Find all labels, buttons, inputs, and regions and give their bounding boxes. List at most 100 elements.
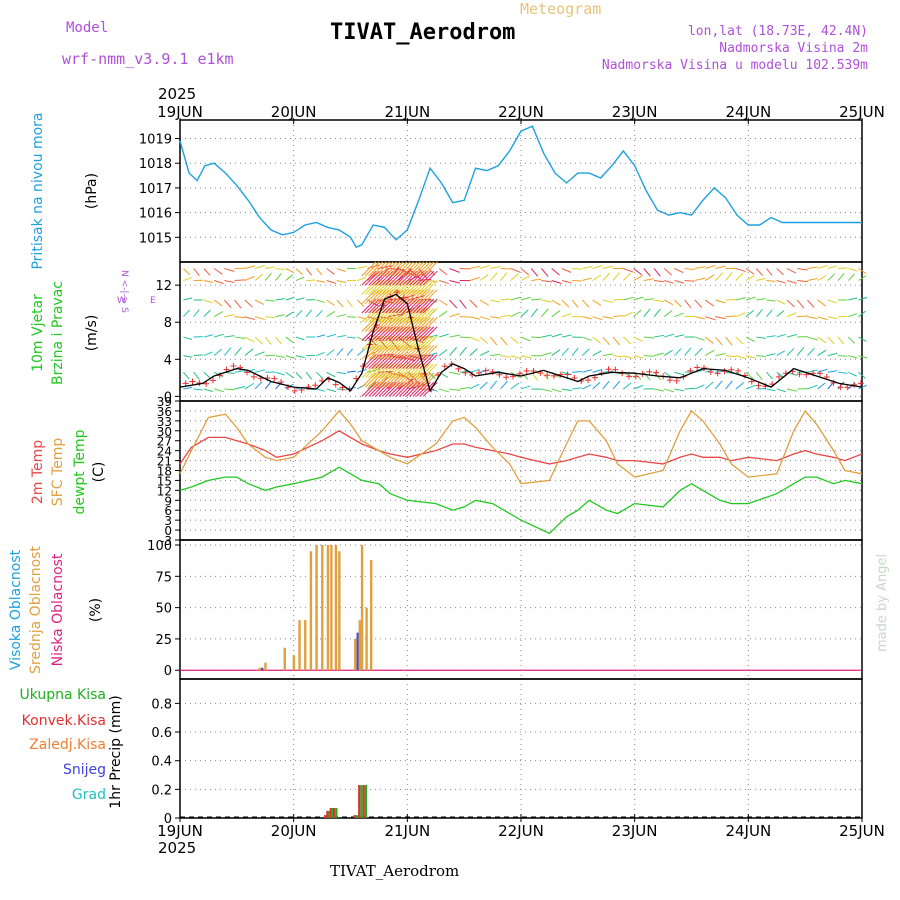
wind-arrow [395, 326, 411, 342]
wind-arrow [378, 363, 394, 379]
y-tick-label: 75 [155, 570, 172, 585]
wind-arrow [837, 336, 845, 345]
wind-arrow [265, 266, 275, 269]
wind-arrow [766, 353, 776, 357]
wind-arrow [422, 354, 438, 369]
gust-marker [701, 365, 708, 372]
wind-arrow [541, 371, 550, 381]
wind-arrow [438, 349, 448, 356]
wind-arrow [285, 296, 295, 301]
wind-arrow [715, 352, 726, 357]
wind-arrow [633, 309, 642, 318]
wind-arrow [776, 280, 786, 284]
wind-arrow [704, 381, 714, 390]
wind-arrow [520, 309, 529, 318]
mid-cloud-bar [354, 638, 357, 671]
wind-arrow [786, 299, 795, 308]
wind-arrow [623, 296, 634, 301]
wind-arrow [807, 336, 818, 341]
wind-arrow [368, 335, 384, 351]
wind-arrow [392, 354, 407, 369]
wind-arrow [422, 335, 438, 351]
wind-arrow [346, 299, 353, 308]
compass-ns: N <-|-> S [119, 270, 129, 313]
wind-arrow [419, 307, 435, 323]
wind-arrow [490, 316, 501, 319]
y-tick-label: 0 [164, 664, 172, 679]
y-tick-label: 1018 [139, 157, 172, 172]
wind-arrow [371, 289, 387, 305]
y-tick-label: 0.8 [151, 697, 172, 712]
wind-arrow [402, 326, 418, 342]
wind-arrow [364, 261, 380, 277]
wind-arrow [193, 268, 200, 276]
wind-arrow [203, 280, 214, 284]
wind-arrow [402, 382, 418, 397]
wind-arrow [375, 363, 390, 379]
wind-arrow [388, 344, 404, 360]
mid-cloud-bar [338, 551, 341, 671]
wind-arrow [364, 382, 380, 397]
y-tick-label: 39 [157, 395, 172, 409]
compass-w: W [117, 296, 126, 306]
wind-arrow [756, 387, 766, 390]
wind-arrow [409, 344, 424, 360]
wind-arrow [622, 382, 632, 390]
wind-arrow [412, 382, 428, 397]
wind-arrow [275, 267, 285, 271]
wind-arrow [371, 382, 387, 397]
wind-arrow [244, 336, 255, 343]
wind-arrow [244, 316, 256, 321]
precip-unit-label: 1hr Precip (mm) [108, 695, 124, 808]
wind-unit-label: (m/s) [84, 315, 100, 352]
y-tick-label: 0.2 [151, 783, 172, 798]
wind-arrow [817, 349, 827, 357]
pressure-side-label: Pritisak na nivou mora [30, 112, 46, 269]
y-tick-label: 8 [164, 316, 172, 331]
wind-arrow [364, 280, 380, 295]
wind-arrow [371, 270, 387, 286]
wind-arrow [381, 363, 397, 379]
wind-arrow [385, 372, 401, 388]
wind-arrow [541, 280, 552, 283]
wind-arrow [409, 270, 424, 286]
wind-arrow [368, 298, 384, 314]
wind-arrow [336, 388, 347, 391]
gust-marker [796, 371, 803, 378]
wind-arrow [848, 355, 858, 359]
wind-arrow [399, 372, 414, 388]
wind-arrow [405, 326, 421, 342]
wind-arrow [378, 261, 394, 277]
gust-marker [462, 369, 469, 376]
wind-arrow [419, 298, 435, 314]
mid-cloud-bar [330, 545, 333, 671]
wind-arrow [357, 265, 367, 269]
wind-arrow [786, 312, 797, 318]
wind-arrow [858, 296, 868, 301]
wind-arrow [786, 334, 797, 338]
wind-arrow [745, 384, 756, 390]
date-label-top: 22JUN [498, 103, 544, 121]
wind-arrow [479, 265, 490, 269]
wind-arrow [796, 299, 805, 309]
date-label-bottom: 19JUN [157, 822, 203, 840]
wind-arrow [326, 268, 335, 275]
wind-arrow [392, 344, 407, 360]
y-tick-label: 1016 [139, 207, 172, 222]
wind-arrow [674, 348, 682, 356]
wind-arrow [479, 299, 489, 306]
wind-arrow [766, 280, 776, 282]
meteogram-label: Meteogram [520, 0, 602, 18]
wind-arrow [643, 278, 654, 282]
y-tick-label: 1019 [139, 133, 172, 148]
wind-arrow [684, 387, 695, 390]
wind-arrow [449, 347, 457, 356]
wind-arrow [399, 344, 414, 360]
wind-arrow [388, 298, 404, 314]
mid-cloud-bar [360, 545, 364, 671]
wind-arrow [381, 307, 397, 323]
wind-arrow [392, 372, 407, 388]
wind-arrow [786, 268, 797, 274]
wind-arrow [416, 326, 431, 342]
wind-arrow [399, 382, 414, 397]
